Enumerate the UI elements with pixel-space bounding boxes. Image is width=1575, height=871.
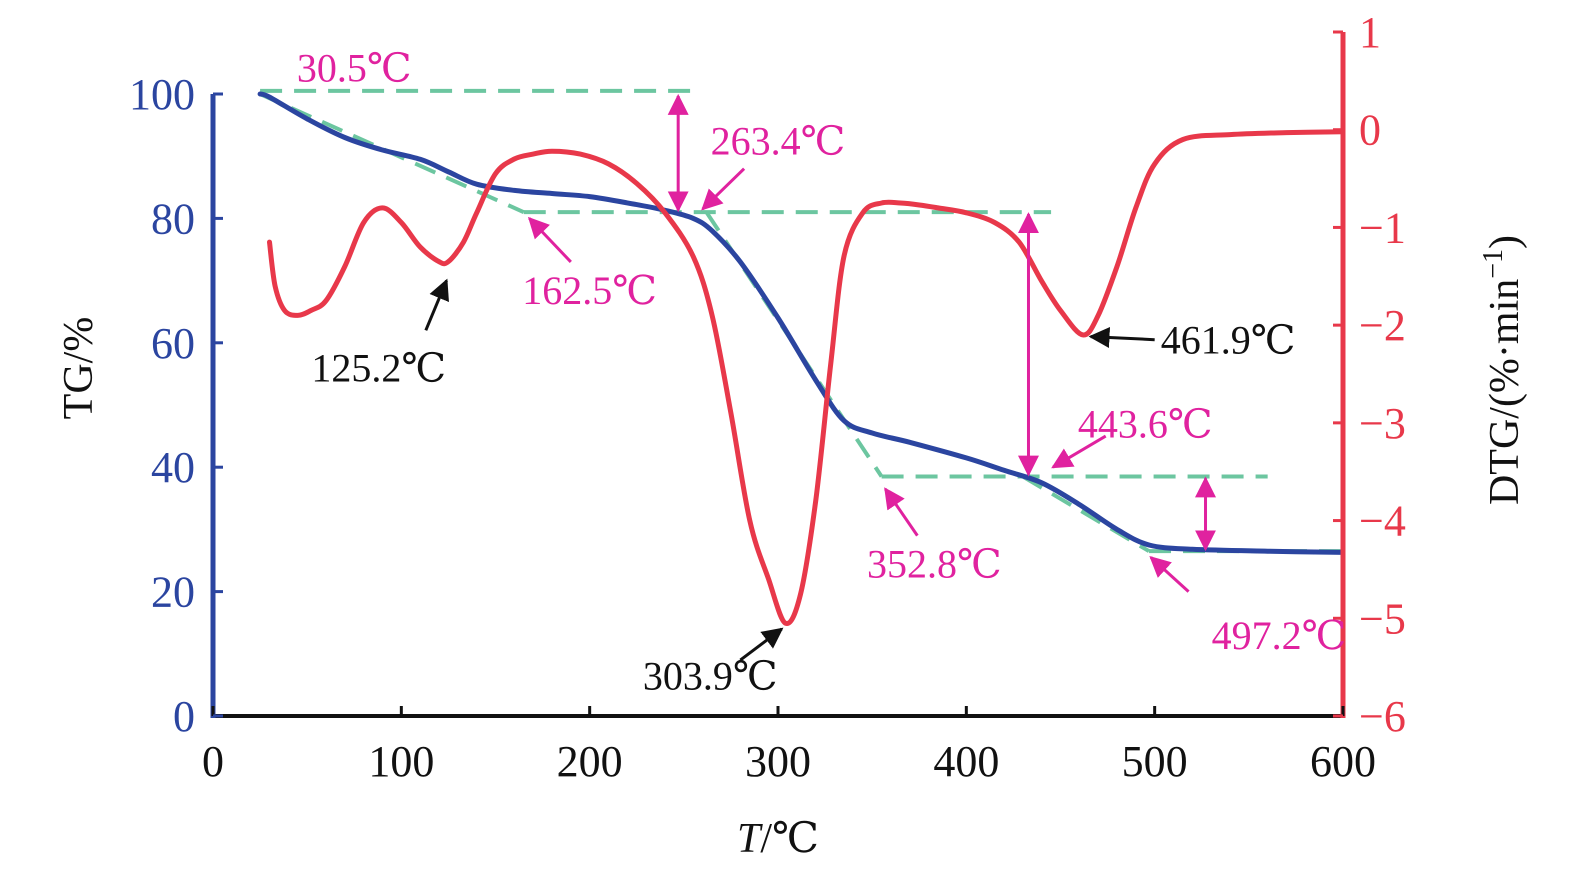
annotation-arrow-5	[884, 487, 919, 537]
y-right-label-close: )	[1482, 235, 1528, 249]
y-right-tick-label-0: −6	[1359, 692, 1406, 741]
y-right-label-sup: −1	[1478, 249, 1509, 279]
annotation-arrow-8	[1149, 555, 1190, 593]
annotation-label-8: 497.2℃	[1212, 613, 1347, 658]
annotation-arrow-7	[1088, 327, 1155, 348]
annotation-arrow-1	[701, 167, 746, 211]
annotation-label-0: 30.5℃	[297, 45, 412, 90]
y-right-tick-label-1: −5	[1359, 594, 1406, 643]
annotation-group: 30.5℃ 263.4℃ 162.5℃ 125.2℃ 303.9℃ 352.8℃ 443.6…	[297, 45, 1346, 698]
dtg-curve	[267, 129, 1346, 626]
mass-loss-arrow-group	[667, 93, 1217, 552]
tg-curve	[257, 91, 1346, 555]
annotation-label-4: 303.9℃	[643, 654, 778, 699]
y-left-tick-label-1: 20	[151, 568, 195, 617]
x-tick-label-0: 0	[202, 737, 224, 786]
x-tick-label-4: 400	[933, 737, 999, 786]
y-left-axis-label: TG/%	[56, 317, 102, 420]
annotation-label-7: 461.9℃	[1161, 318, 1296, 363]
series-group	[257, 91, 1346, 626]
x-axis-label: T/℃	[737, 816, 819, 862]
axes-group: 0 100 200 300 400 500 600 0 20 40 60 80 100 −6 −5 −4 −3 −…	[129, 8, 1406, 786]
annotation-arrow-2	[527, 216, 572, 263]
y-right-tick-label-5: −1	[1359, 203, 1406, 252]
x-tick-label-2: 200	[557, 737, 623, 786]
y-right-tick-label-4: −2	[1359, 301, 1406, 350]
x-tick-label-5: 500	[1122, 737, 1188, 786]
y-right-tick-label-3: −3	[1359, 399, 1406, 448]
x-tick-label-6: 600	[1310, 737, 1376, 786]
annotation-label-1: 263.4℃	[711, 119, 846, 164]
y-left-tick-label-0: 0	[173, 692, 195, 741]
y-left-tick-label-4: 80	[151, 194, 195, 243]
x-axis-label-var: T	[737, 816, 763, 862]
y-right-tick-label-6: 0	[1359, 106, 1381, 155]
x-tick-label-3: 300	[745, 737, 811, 786]
annotation-label-3: 125.2℃	[311, 346, 446, 391]
y-left-tick-label-5: 100	[129, 70, 195, 119]
annotation-label-2: 162.5℃	[522, 268, 657, 313]
annotation-arrow-6	[1051, 434, 1107, 469]
annotation-arrow-4	[739, 627, 784, 662]
tangent-group	[259, 92, 1151, 553]
tangent-line-2	[1021, 474, 1151, 553]
x-tick-label-1: 100	[368, 737, 434, 786]
y-left-tick-label-2: 40	[151, 443, 195, 492]
y-left-tick-label-3: 60	[151, 319, 195, 368]
annotation-label-6: 443.6℃	[1078, 402, 1213, 447]
y-right-tick-label-2: −4	[1359, 497, 1406, 546]
annotation-label-5: 352.8℃	[867, 542, 1002, 587]
y-right-tick-label-7: 1	[1359, 8, 1381, 57]
x-axis-label-unit: /℃	[760, 816, 819, 862]
annotation-arrow-3	[424, 278, 449, 331]
y-right-axis-label: DTG/(%·min−1)	[1478, 235, 1528, 505]
y-right-label-main: DTG/(%·min	[1482, 279, 1528, 505]
